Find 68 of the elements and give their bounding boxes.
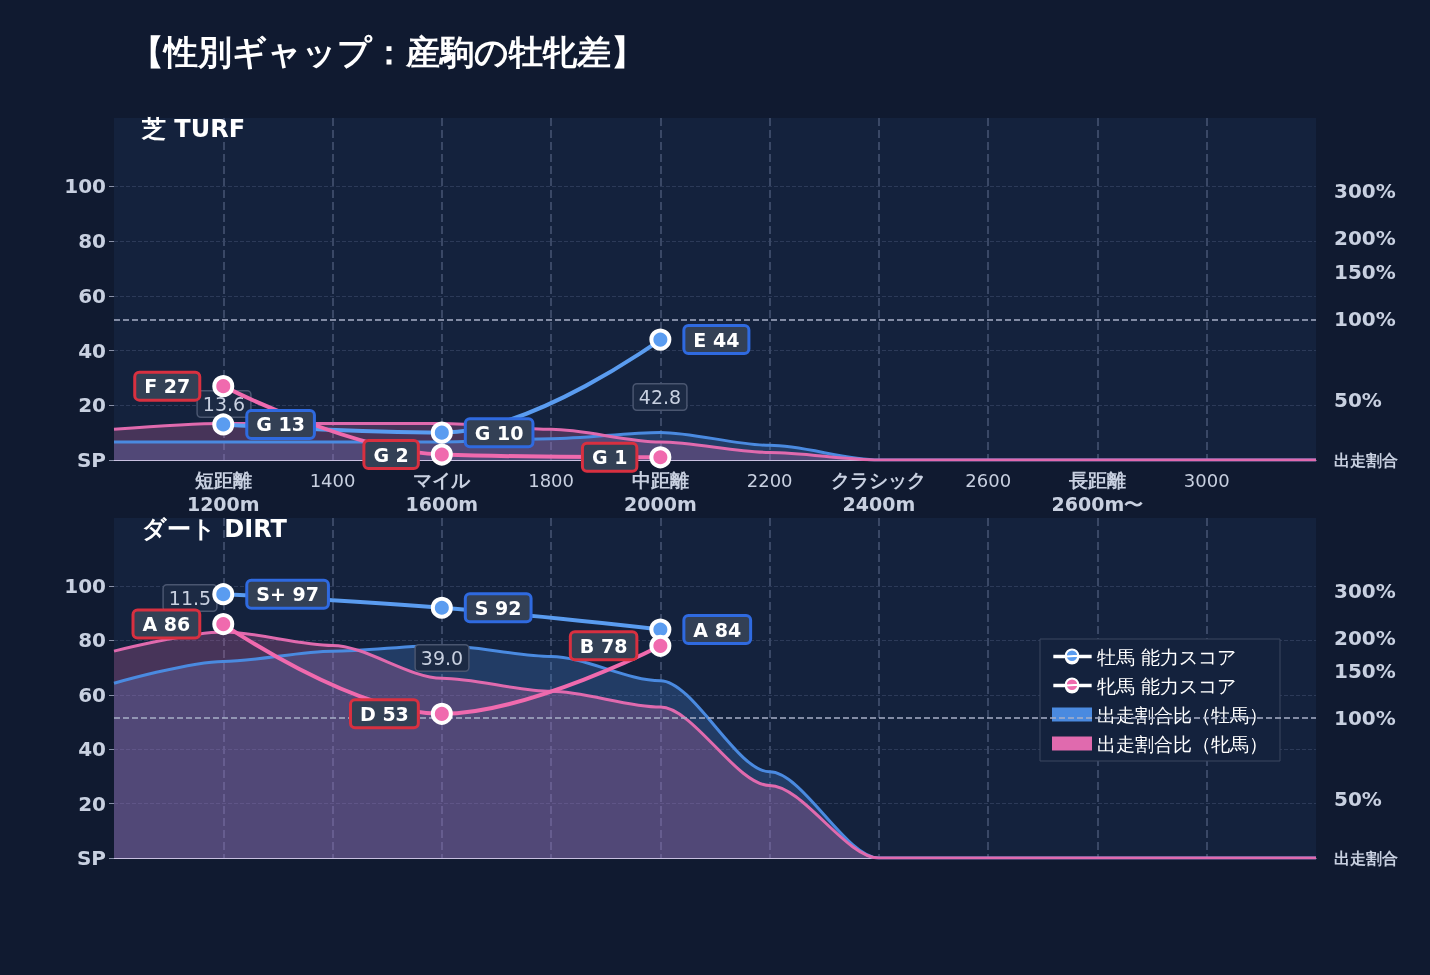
- chart-title: 【性別ギャップ：産駒の牡牝差】: [130, 31, 645, 74]
- x-tick-label: 1400: [309, 469, 356, 491]
- y2-tick-label: 200%: [1334, 625, 1396, 650]
- y2-tick-label: 150%: [1334, 259, 1396, 284]
- x-tick-label: クラシック 2400m: [831, 469, 927, 515]
- data-label: G 1: [591, 446, 628, 469]
- legend-label: 出走割合比（牝馬）: [1097, 732, 1268, 755]
- legend-label: 出走割合比（牡馬）: [1097, 703, 1268, 726]
- y-tick-label: 80: [78, 628, 106, 653]
- y2-tick-label: 50%: [1334, 786, 1382, 811]
- y-tick-label: 100: [64, 574, 106, 598]
- data-label: E 44: [693, 328, 740, 351]
- x-tick-label: 長距離 2600m〜: [1051, 469, 1144, 515]
- point: [649, 446, 672, 469]
- data-label: G 13: [256, 413, 305, 436]
- legend-label: 牡馬 能力スコア: [1097, 645, 1237, 668]
- point: [430, 421, 453, 444]
- y2-tick-label: 50%: [1334, 388, 1382, 413]
- y-tick-label: 20: [78, 393, 106, 418]
- point: [212, 375, 235, 398]
- point: [212, 583, 235, 606]
- chart-subtitle: 芝 TURF: [141, 115, 246, 143]
- annotation: 42.8: [638, 386, 682, 408]
- annotation: 39.0: [420, 647, 464, 669]
- x-tick-label: 中距離 2000m: [624, 469, 697, 515]
- y-tick-label: SP: [76, 448, 106, 472]
- annotation: 13.6: [202, 393, 246, 415]
- y2-tick-label: 100%: [1334, 307, 1396, 332]
- data-label: S 92: [474, 596, 522, 619]
- point: [649, 634, 672, 657]
- point: [649, 328, 672, 351]
- data-label: D 53: [359, 702, 409, 725]
- point: [430, 443, 453, 466]
- y-tick-label: 60: [78, 682, 106, 707]
- data-label: G 2: [373, 443, 409, 466]
- data-label: G 10: [474, 421, 524, 444]
- y2-tick-label: 300%: [1334, 178, 1396, 203]
- y2-tick-label: 150%: [1334, 659, 1396, 684]
- legend-label: 牝馬 能力スコア: [1097, 674, 1237, 697]
- y2-tick-label: 300%: [1334, 578, 1396, 603]
- x-tick-label: 短距離 1200m: [186, 469, 260, 515]
- y2-axis-title: 出走割合: [1334, 848, 1398, 868]
- y-tick-label: 100: [64, 174, 106, 199]
- y-tick-label: 40: [78, 338, 106, 363]
- y-tick-label: 20: [78, 791, 106, 816]
- x-tick-label: マイル 1600m: [405, 469, 479, 515]
- y-tick-label: 40: [78, 737, 106, 762]
- x-tick-label: 1800: [528, 469, 574, 491]
- y-tick-label: 60: [78, 283, 106, 308]
- data-label: F 27: [144, 375, 191, 398]
- data-label: S+ 97: [256, 583, 319, 606]
- chart-title: ダート DIRT: [142, 515, 288, 543]
- annotation: 11.5: [168, 587, 212, 609]
- x-tick-label: 2200: [746, 469, 793, 491]
- point: [430, 596, 453, 619]
- y-tick-label: 80: [78, 229, 106, 254]
- x-tick-label: 3000: [1183, 469, 1230, 491]
- y2-tick-label: 100%: [1334, 706, 1396, 731]
- y-tick-label: SP: [76, 846, 106, 870]
- y2-axis-title: 出走割合: [1334, 450, 1398, 470]
- data-label: B 78: [579, 634, 628, 657]
- data-label: A 86: [142, 613, 191, 636]
- point: [430, 702, 453, 725]
- data-label: A 84: [693, 618, 742, 641]
- point: [212, 413, 235, 436]
- point: [212, 613, 235, 636]
- y2-tick-label: 200%: [1334, 226, 1396, 251]
- x-tick-label: 2600: [965, 469, 1012, 491]
